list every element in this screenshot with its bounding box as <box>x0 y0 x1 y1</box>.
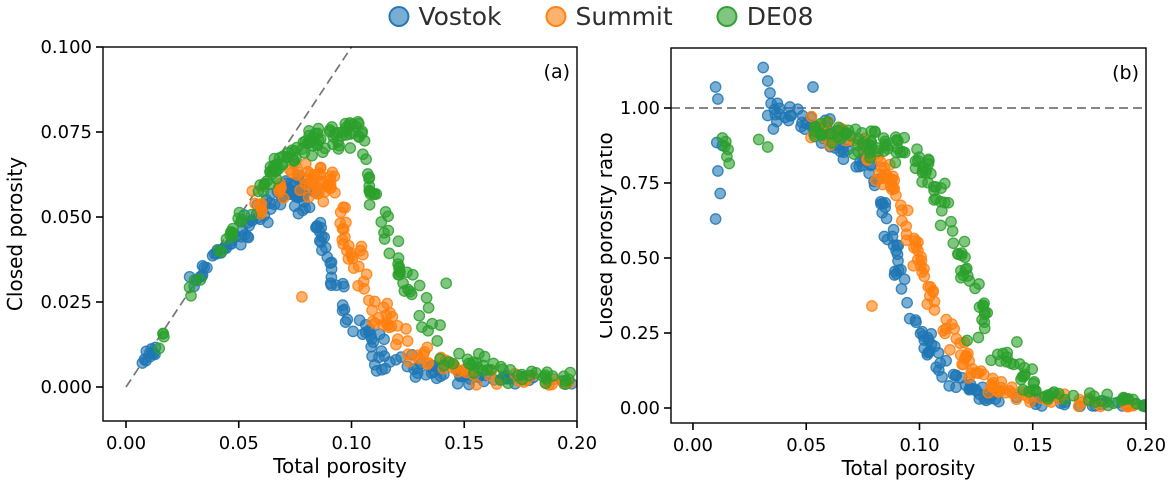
y-tick-label: 0.050 <box>40 207 92 228</box>
legend: Vostok Summit DE08 <box>388 2 814 31</box>
de08-marker-icon <box>716 6 738 27</box>
y-tick-label: 0.25 <box>620 323 660 344</box>
vostok-marker-icon <box>388 6 410 27</box>
panel-letter-b: (b) <box>1112 62 1139 84</box>
x-tick-label: 0.20 <box>1126 435 1166 456</box>
x-tick-label: 0.20 <box>557 433 597 454</box>
y-axis-label: Closed porosity ratio <box>600 132 617 339</box>
x-tick-label: 0.05 <box>786 435 826 456</box>
legend-item-summit: Summit <box>545 2 673 31</box>
x-axis-label: Total porosity <box>841 456 976 480</box>
y-tick-label: 0.075 <box>40 122 92 143</box>
y-axis-label: Closed porosity <box>3 157 27 311</box>
legend-label-vostok: Vostok <box>418 2 502 31</box>
legend-label-de08: DE08 <box>746 2 814 31</box>
y-tick-label: 0.025 <box>40 292 92 313</box>
series-de08-points <box>716 116 1146 412</box>
x-tick-label: 0.05 <box>219 433 259 454</box>
summit-marker-icon <box>545 6 567 27</box>
y-tick-label: 0.75 <box>620 173 660 194</box>
x-axis-label: Total porosity <box>272 454 407 478</box>
axis-ticks-a: 0.00 0.05 0.10 0.15 0.20 0.000 0.025 0.050 0.075… <box>40 37 597 454</box>
y-tick-label: 0.000 <box>40 377 92 398</box>
y-tick-label: 1.00 <box>620 98 660 119</box>
series-vostok-points <box>709 61 1146 413</box>
legend-item-de08: DE08 <box>716 2 814 31</box>
y-tick-label: 0.50 <box>620 248 660 269</box>
x-tick-label: 0.10 <box>331 433 371 454</box>
y-tick-label: 0.100 <box>40 37 92 58</box>
x-tick-label: 0.15 <box>1013 435 1053 456</box>
panel-letter-a: (a) <box>544 61 570 83</box>
x-tick-label: 0.00 <box>673 435 713 456</box>
plot-border <box>102 46 578 422</box>
reference-dashed-line <box>125 47 353 388</box>
x-tick-label: 0.15 <box>444 433 484 454</box>
axis-ticks-b: 0.00 0.05 0.10 0.15 0.20 0.00 0.25 0.50 0.75 1.00 <box>620 98 1166 456</box>
series-de08-points <box>153 115 577 391</box>
x-tick-label: 0.00 <box>106 433 146 454</box>
plot-border <box>670 47 1147 424</box>
y-tick-label: 0.00 <box>620 398 660 419</box>
panel-b-plot: 0.00 0.05 0.10 0.15 0.20 0.00 0.25 0.50 0.75 1.00… <box>600 47 1166 480</box>
legend-item-vostok: Vostok <box>388 2 502 31</box>
panel-a-plot: 0.00 0.05 0.10 0.15 0.20 0.000 0.025 0.050 0.075… <box>3 37 597 478</box>
legend-label-summit: Summit <box>575 2 673 31</box>
x-tick-label: 0.10 <box>899 435 939 456</box>
